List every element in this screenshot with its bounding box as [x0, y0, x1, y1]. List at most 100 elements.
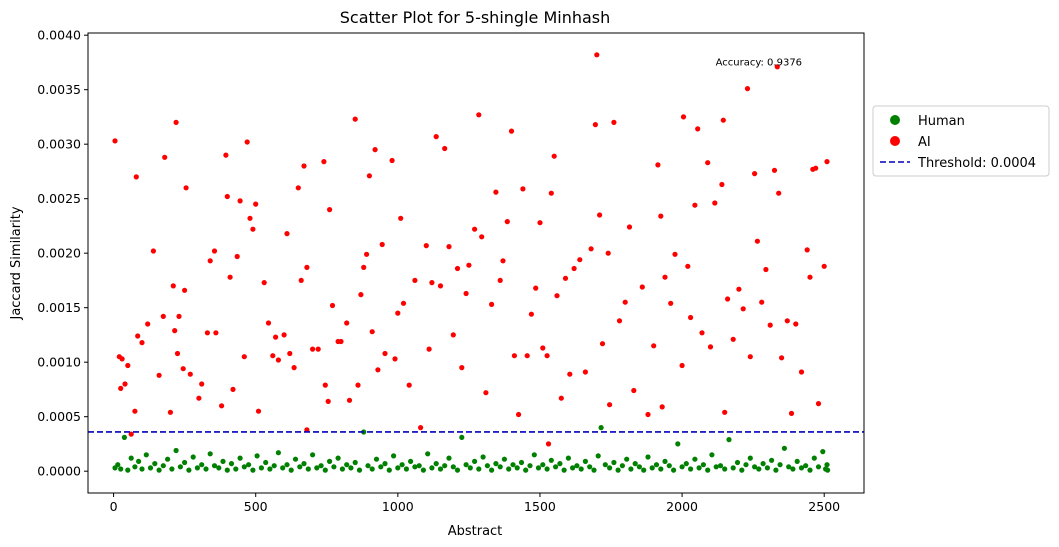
human-point [199, 462, 205, 468]
y-tick-label: 0.0030 [37, 137, 81, 152]
ai-point [162, 154, 168, 160]
ai-point [364, 251, 370, 257]
ai-point [659, 404, 665, 410]
ai-point [516, 411, 522, 418]
ai-point [315, 346, 321, 352]
ai-point [807, 274, 813, 280]
human-point [811, 455, 817, 461]
x-tick-label: 1000 [382, 499, 414, 514]
ai-point [752, 171, 758, 177]
ai-point [582, 369, 589, 375]
human-point [595, 453, 601, 459]
human-point [224, 467, 230, 473]
human-point [463, 462, 469, 468]
ai-point [497, 277, 503, 283]
ai-point [540, 345, 546, 351]
human-point [190, 454, 196, 460]
ai-point [747, 354, 753, 360]
ai-point [459, 365, 465, 371]
human-point [688, 466, 694, 472]
ai-point [537, 220, 543, 226]
ai-point [199, 381, 205, 387]
y-tick-label: 0.0005 [37, 409, 81, 424]
chart-title: Scatter Plot for 5-shingle Minhash [340, 8, 611, 27]
human-point [624, 456, 630, 462]
ai-point [821, 263, 827, 269]
human-point [403, 466, 409, 472]
human-point [322, 467, 328, 473]
ai-point [170, 283, 176, 289]
human-point [220, 458, 226, 464]
ai-point [554, 293, 560, 299]
ai-point [699, 330, 705, 336]
human-point [348, 465, 354, 471]
human-point [587, 464, 593, 470]
ai-point [223, 152, 229, 158]
human-point [756, 466, 762, 472]
human-point [331, 464, 337, 470]
x-tick-label: 500 [244, 499, 268, 514]
ai-point [369, 329, 375, 335]
y-axis: 0.0000 0.0005 0.0010 0.0015 0.0020 0.0025 0.00… [37, 28, 88, 479]
human-point [335, 455, 341, 461]
human-point [194, 465, 200, 471]
ai-point [685, 263, 691, 269]
ai-point [433, 134, 439, 140]
human-point [156, 467, 162, 473]
human-point [523, 467, 529, 473]
ai-point [740, 306, 746, 312]
ai-point [597, 212, 603, 218]
ai-point [599, 341, 606, 347]
ai-point [230, 386, 236, 392]
human-point [722, 466, 728, 472]
human-point [790, 466, 796, 472]
ai-point [767, 322, 773, 328]
human-point [399, 462, 405, 468]
ai-point [725, 296, 731, 302]
human-point [501, 456, 507, 462]
y-tick-label: 0.0020 [37, 246, 81, 261]
ai-point [145, 321, 151, 327]
ai-point [672, 251, 678, 257]
human-point [369, 466, 375, 472]
ai-point [500, 258, 506, 264]
human-point [437, 466, 444, 472]
ai-point [211, 248, 218, 254]
human-point [726, 437, 732, 443]
ai-point [707, 344, 714, 350]
human-point [344, 462, 350, 468]
human-point [803, 463, 809, 469]
ai-point [744, 86, 751, 92]
ai-point [511, 353, 517, 359]
ai-point [128, 431, 134, 437]
human-point [628, 466, 634, 472]
ai-point [759, 299, 765, 305]
ai-point [224, 193, 230, 200]
x-tick-label: 2500 [808, 499, 840, 514]
human-point [489, 467, 495, 473]
ai-point [301, 163, 307, 169]
ai-point [548, 190, 554, 196]
human-point [713, 464, 719, 470]
ai-point [379, 241, 385, 248]
ai-point [196, 395, 202, 401]
ai-point [273, 334, 279, 340]
ai-point [213, 330, 219, 336]
ai-point [695, 126, 701, 132]
ai-point [132, 408, 138, 414]
ai-point [779, 355, 785, 361]
human-point [160, 463, 166, 469]
human-point [574, 463, 580, 469]
ai-point [321, 159, 327, 165]
ai-point [183, 185, 189, 191]
ai-point [662, 274, 668, 280]
human-point [271, 463, 277, 469]
human-point [734, 459, 741, 466]
ai-point [722, 409, 728, 415]
ai-point [176, 313, 182, 319]
human-point [132, 464, 138, 470]
human-point [692, 456, 698, 462]
ai-point [173, 119, 179, 125]
human-point [177, 464, 183, 470]
ai-point [545, 441, 552, 447]
